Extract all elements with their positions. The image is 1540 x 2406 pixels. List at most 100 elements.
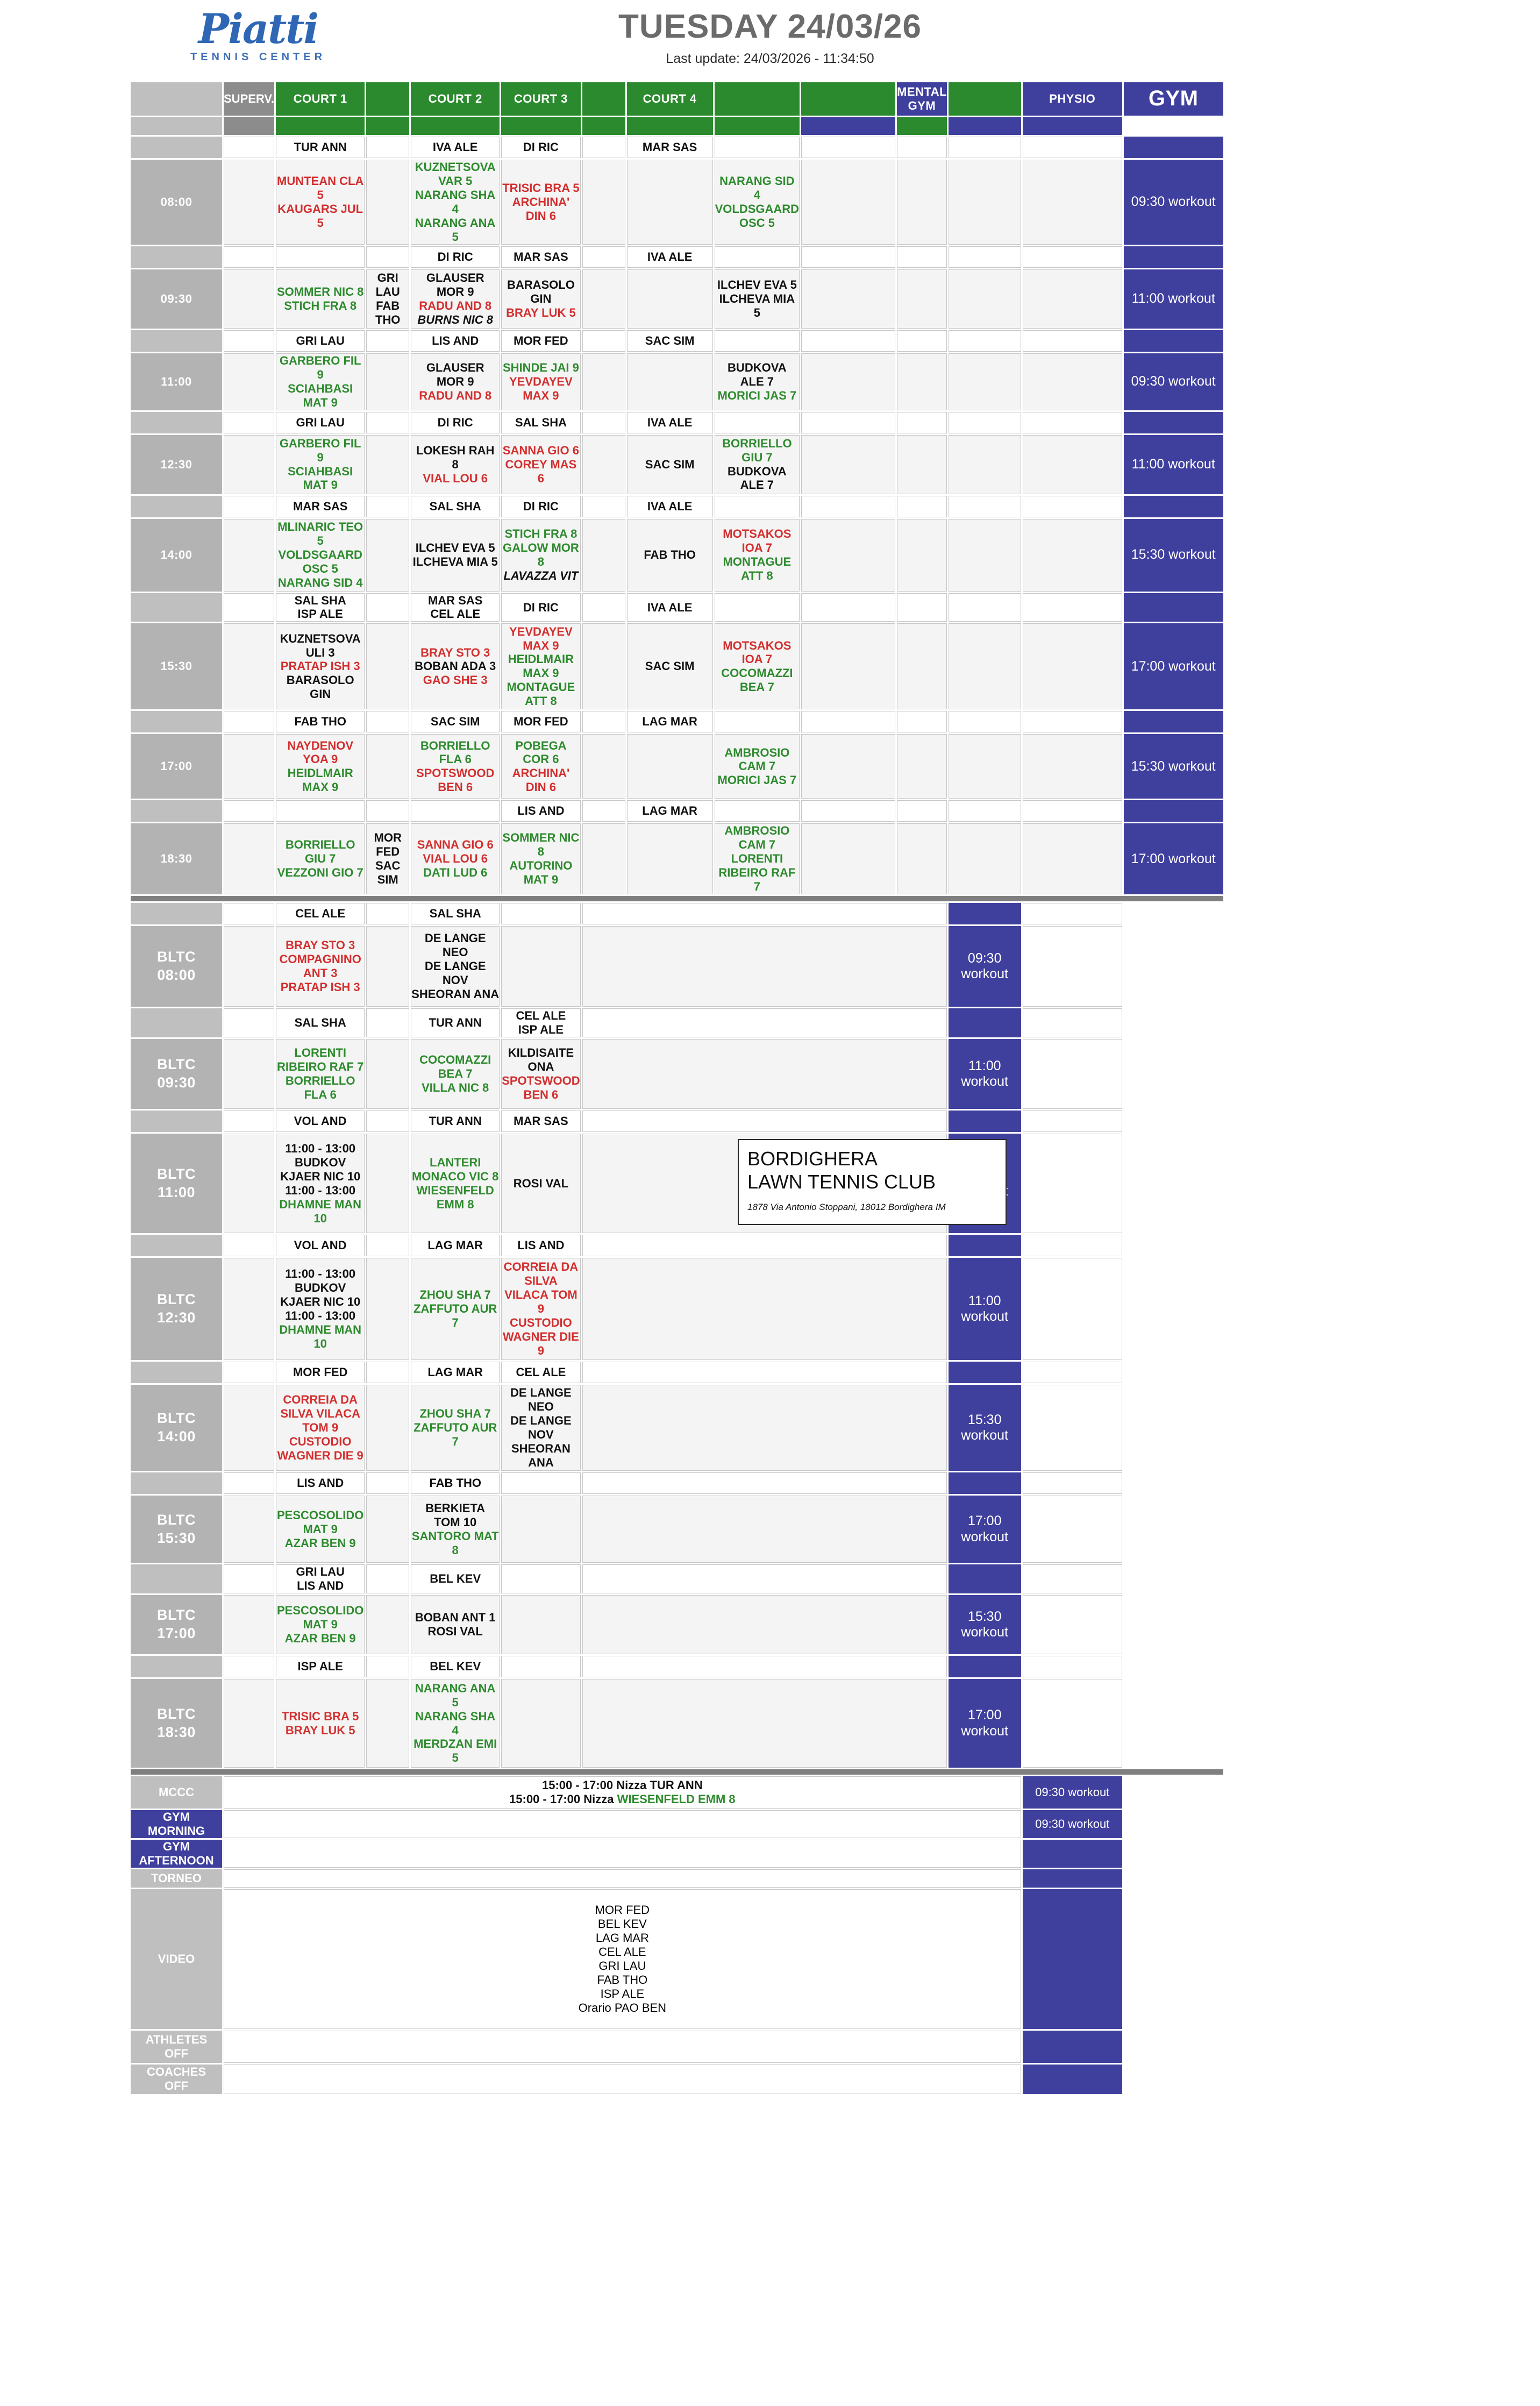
cell-superv bbox=[224, 623, 275, 710]
entry-name: SANTORO MAT 8 bbox=[411, 1529, 499, 1557]
sup-court4-sub2 bbox=[801, 330, 896, 352]
supervisor-name: GRI LAU bbox=[296, 333, 345, 347]
bottom-content-mccc: 15:00 - 17:00 Nizza TUR ANN 15:00 - 17:00… bbox=[224, 1776, 1021, 1809]
sup-gym bbox=[1123, 495, 1223, 517]
entry-name: BORRIELLO FLA 6 bbox=[420, 738, 490, 766]
cell-court3: STICH FRA 8 GALOW MOR 8 LAVAZZA VIT bbox=[501, 518, 581, 592]
entry-name: KUZNETSOVA ULI 3 bbox=[280, 631, 361, 659]
time-label: 14:00 bbox=[131, 518, 222, 592]
cell-bltc-court1-sub bbox=[366, 1595, 410, 1655]
supervisor-name: IVA ALE bbox=[432, 140, 478, 154]
cell-physio bbox=[1022, 435, 1122, 494]
video-line: LAG MAR bbox=[595, 1931, 649, 1945]
schedule-row: 08:00 MUNTEAN CLA 5 KAUGARS JUL 5 KUZNETSOV… bbox=[131, 160, 1223, 245]
brand-name: Piatti bbox=[198, 5, 319, 53]
supervisor-name: VOL AND bbox=[294, 1114, 347, 1128]
bottom-label-torneo: TORNEO bbox=[131, 1869, 222, 1888]
entry-name: LANTERI MONACO VIC 8 bbox=[411, 1155, 499, 1183]
sup-court4-sub bbox=[714, 411, 800, 433]
entry-name: TRISIC BRA 5 bbox=[502, 181, 580, 195]
entry-name: MOTSAKOS IOA 7 bbox=[723, 638, 792, 666]
supervisor-name: MOR FED bbox=[293, 1365, 348, 1379]
bottom-gym-gym_afternoon bbox=[1123, 1839, 1223, 1868]
bltc-supervisor-row: SAL SHA TUR ANN CEL ALE ISP ALE bbox=[131, 1008, 1223, 1038]
supervisor-name: IVA ALE bbox=[647, 415, 693, 429]
bltc-schedule-row: BLTC 18:30 TRISIC BRA 5 BRAY LUK 5 NARANG AN… bbox=[131, 1679, 1223, 1768]
supervisor-name: SAL SHA bbox=[429, 907, 481, 921]
bottom-label-video: VIDEO bbox=[131, 1889, 222, 2029]
bottom-row-athletes_off: ATHLETES OFF bbox=[131, 2030, 1223, 2063]
cell-mental-gym bbox=[897, 435, 947, 494]
sup-court4: IVA ALE bbox=[626, 246, 713, 268]
band-court bbox=[582, 117, 625, 135]
brand-subtitle: TENNIS CENTER bbox=[190, 51, 326, 63]
entry-name: MORICI JAS 7 bbox=[717, 773, 797, 787]
supervisor-name: CEL ALE bbox=[516, 1365, 566, 1379]
column-header-physio: PHYSIO bbox=[1022, 82, 1122, 116]
column-header-court4: COURT 4 bbox=[626, 82, 713, 116]
sup-superv bbox=[224, 593, 275, 622]
entry-name: MORICI JAS 7 bbox=[717, 388, 797, 402]
supervisor-name: LAG MAR bbox=[427, 1365, 483, 1379]
entry-name: STICH FRA 8 bbox=[284, 298, 357, 312]
entry-name: SOMMER NIC 8 bbox=[502, 831, 580, 859]
sup-gym bbox=[1022, 1008, 1122, 1038]
sup-court1 bbox=[276, 800, 365, 822]
entry-name: CUSTODIO WAGNER DIE 9 bbox=[277, 1435, 363, 1463]
cell-bltc-court1-sub bbox=[366, 926, 410, 1007]
cell-bltc-court1-sub bbox=[366, 1496, 410, 1563]
entry-name: VOLDSGAARD OSC 5 bbox=[278, 548, 362, 575]
cell-bltc-court1-sub bbox=[366, 1134, 410, 1234]
supervisor-row: MAR SAS SAL SHA DI RIC IVA ALE bbox=[131, 495, 1223, 517]
entry-name: MONTAGUE ATT 8 bbox=[507, 680, 575, 708]
time-label: 12:30 bbox=[131, 435, 222, 494]
club-line1: BORDIGHERA bbox=[747, 1148, 878, 1170]
sup-court1: SAL SHA bbox=[276, 1008, 365, 1038]
entry-name: 11:00 - 13:00 bbox=[285, 1309, 356, 1323]
cell-bltc-court1: PESCOSOLIDO MAT 9 AZAR BEN 9 bbox=[276, 1595, 365, 1655]
cell-superv bbox=[224, 1496, 275, 1563]
sup-superv bbox=[224, 1564, 275, 1594]
sup-court4: LAG MAR bbox=[626, 800, 713, 822]
sup-physio bbox=[1022, 137, 1122, 158]
sup-gap2 bbox=[948, 330, 1021, 352]
cell-court1-sub bbox=[366, 160, 410, 245]
schedule-row: 17:00 NAYDENOV YOA 9 HEIDLMAIR MAX 9 BORRIE… bbox=[131, 734, 1223, 799]
entry-name: PESCOSOLIDO MAT 9 bbox=[276, 1508, 364, 1536]
video-line: MOR FED bbox=[595, 1903, 650, 1917]
video-line: Orario PAO BEN bbox=[578, 2001, 667, 2015]
cell-superv bbox=[224, 1134, 275, 1234]
supervisor-name: GRI LAU bbox=[296, 1565, 345, 1579]
entry-name: AMBROSIO CAM 7 bbox=[724, 745, 790, 773]
cell-bltc-gym bbox=[1022, 1258, 1122, 1361]
cell-gym-workout: 09:30 workout bbox=[1123, 353, 1223, 410]
club-line2: LAWN TENNIS CLUB bbox=[747, 1170, 936, 1193]
cell-gap1 bbox=[582, 435, 625, 494]
sup-superv bbox=[224, 1235, 275, 1257]
cell-court4-sub bbox=[801, 269, 896, 329]
entry-name: YEVDAYEV MAX 9 bbox=[509, 624, 573, 652]
entry-name: 11:00 - 13:00 bbox=[285, 1267, 356, 1281]
cell-bltc-court1: TRISIC BRA 5 BRAY LUK 5 bbox=[276, 1679, 365, 1768]
entry-name: ZAFFUTO AUR 7 bbox=[413, 1302, 497, 1330]
sup-court1: GRI LAU bbox=[276, 411, 365, 433]
brand-logo: Piatti TENNIS CENTER bbox=[161, 4, 355, 69]
schedule-row: 18:30 BORRIELLO GIU 7 VEZZONI GIO 7 MOR FED… bbox=[131, 823, 1223, 895]
supervisor-name: DI RIC bbox=[437, 415, 473, 429]
cell-gap1 bbox=[582, 353, 625, 410]
sup-time-spacer bbox=[131, 495, 222, 517]
entry-name: BORRIELLO FLA 6 bbox=[285, 1074, 355, 1102]
supervisor-name: DI RIC bbox=[523, 600, 559, 614]
entry-name: ARCHINA' DIN 6 bbox=[512, 766, 570, 794]
header-band-row bbox=[131, 117, 1223, 135]
supervisor-name: ISP ALE bbox=[518, 1023, 564, 1037]
sup-court1: MOR FED bbox=[276, 1362, 365, 1384]
sup-court2 bbox=[411, 800, 500, 822]
supervisor-row: FAB THO SAC SIM MOR FED LAG MAR bbox=[131, 711, 1223, 733]
sup-time-spacer bbox=[131, 411, 222, 433]
supervisor-name: TUR ANN bbox=[294, 140, 347, 154]
cell-bltc-court3: DE LANGE NEO DE LANGE NOV SHEORAN ANA bbox=[501, 1385, 581, 1471]
bottom-physio-coaches_off bbox=[1022, 2064, 1122, 2094]
cell-gym-workout: 15:30 workout bbox=[1123, 734, 1223, 799]
cell-bltc-court1: 11:00 - 13:00 BUDKOV KJAER NIC 10 11:00 - … bbox=[276, 1134, 365, 1234]
